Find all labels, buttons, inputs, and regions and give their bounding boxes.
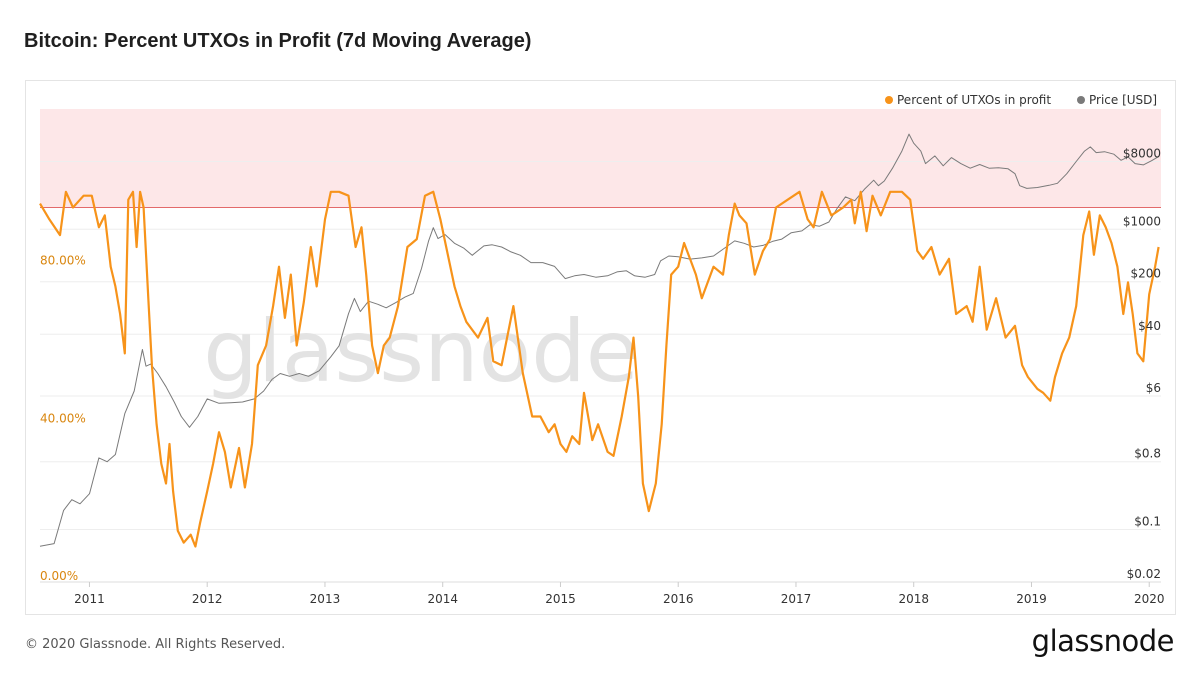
overbought-zone — [40, 109, 1161, 209]
left-tick-label: 0.00% — [40, 569, 78, 583]
chart-title: Bitcoin: Percent UTXOs in Profit (7d Mov… — [24, 30, 532, 52]
right-tick-label: $200 — [1130, 267, 1161, 281]
x-tick-label: 2018 — [898, 592, 929, 606]
brand-logo[interactable]: glassnode — [1031, 624, 1175, 658]
legend-label-price[interactable]: Price [USD] — [1089, 93, 1157, 107]
price-line — [39, 133, 1159, 547]
right-tick-label: $0.02 — [1127, 567, 1161, 581]
right-tick-label: $0.1 — [1134, 515, 1161, 529]
legend-label-profit[interactable]: Percent of UTXOs in profit — [897, 93, 1051, 107]
price-series — [39, 133, 1159, 547]
x-tick-label: 2019 — [1016, 592, 1047, 606]
right-tick-label: $6 — [1146, 381, 1161, 395]
watermark-text: glassnode — [203, 302, 638, 402]
right-tick-label: $0.8 — [1134, 447, 1161, 461]
x-tick-label: 2013 — [310, 592, 341, 606]
right-tick-label: $1000 — [1123, 214, 1161, 228]
x-tick-label: 2015 — [545, 592, 576, 606]
profit-line — [39, 190, 1160, 548]
x-tick-label: 2014 — [427, 592, 458, 606]
x-axis-ticks: 2011 2012 2013 2014 2015 2016 2017 2018 2019 2020 — [40, 581, 1165, 606]
zone-rect — [40, 109, 1161, 208]
x-tick-label: 2016 — [663, 592, 694, 606]
profit-series — [39, 190, 1160, 548]
x-tick-label: 2012 — [192, 592, 223, 606]
copyright-footer: © 2020 Glassnode. All Rights Reserved. — [25, 637, 286, 652]
left-axis-ticks: 0.00% 40.00% 80.00% — [40, 254, 86, 583]
left-tick-label: 40.00% — [40, 411, 86, 425]
x-tick-label: 2017 — [781, 592, 812, 606]
chart-panel: glassnode 2011 2012 2013 2014 2015 2016 2017 20… — [25, 80, 1176, 615]
legend-marker-profit — [885, 96, 893, 104]
x-tick-label: 2020 — [1134, 592, 1165, 606]
legend: Percent of UTXOs in profit Price [USD] — [885, 93, 1157, 107]
right-tick-label: $40 — [1138, 319, 1161, 333]
x-tick-label: 2011 — [74, 592, 105, 606]
legend-marker-price — [1077, 96, 1085, 104]
right-tick-label: $8000 — [1123, 146, 1161, 160]
chart-svg: glassnode 2011 2012 2013 2014 2015 2016 2017 20… — [39, 93, 1165, 606]
left-tick-label: 80.00% — [40, 254, 86, 268]
right-axis-ticks: $0.02 $0.1 $0.8 $6 $40 $200 $1000 $8000 — [1123, 146, 1161, 581]
